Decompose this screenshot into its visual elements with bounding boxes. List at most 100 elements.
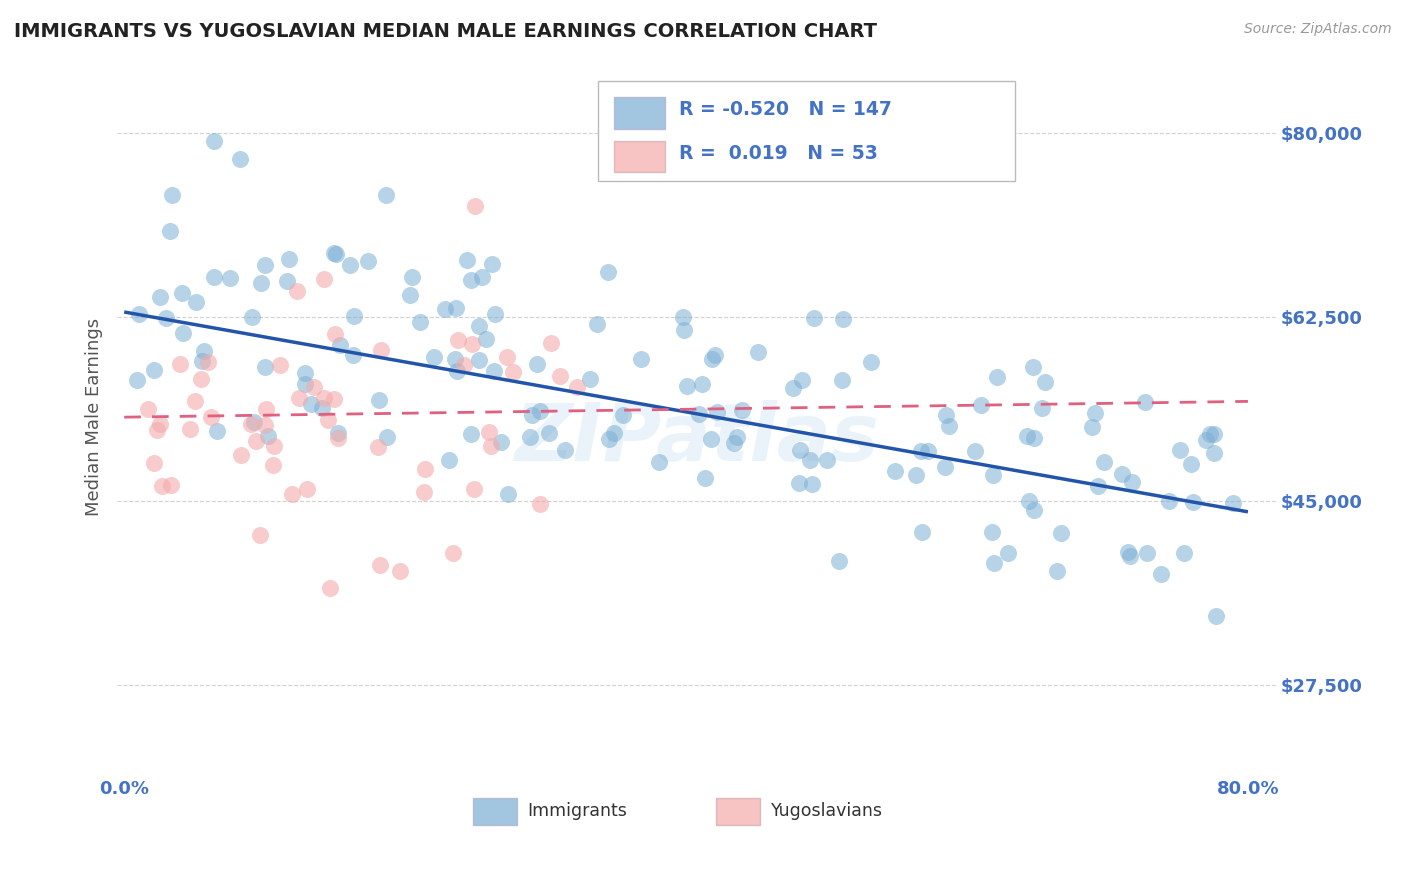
Point xyxy=(800,477,823,491)
Point xyxy=(342,348,364,362)
Point xyxy=(263,439,285,453)
Point xyxy=(460,273,482,287)
Point xyxy=(398,288,420,302)
Point xyxy=(149,290,172,304)
Text: Yugoslavians: Yugoslavians xyxy=(770,802,883,820)
Point xyxy=(312,271,335,285)
Point xyxy=(368,393,391,408)
Point xyxy=(496,351,519,365)
Point xyxy=(190,372,212,386)
Point xyxy=(602,425,624,440)
Point xyxy=(1121,475,1143,490)
FancyBboxPatch shape xyxy=(472,798,517,825)
Point xyxy=(297,482,319,496)
Point xyxy=(934,460,956,475)
Point xyxy=(1119,549,1142,564)
Point xyxy=(143,363,166,377)
Point xyxy=(413,485,436,500)
Point xyxy=(409,315,432,329)
Point xyxy=(467,319,489,334)
Point xyxy=(254,401,277,416)
Point xyxy=(326,431,349,445)
Point xyxy=(502,365,524,379)
Point xyxy=(200,409,222,424)
Point xyxy=(831,373,853,387)
Point xyxy=(249,528,271,542)
Point xyxy=(675,379,697,393)
Point xyxy=(329,338,352,352)
Point xyxy=(787,476,810,491)
Point xyxy=(374,188,396,202)
Point xyxy=(935,408,957,422)
Point xyxy=(1136,546,1159,560)
Point xyxy=(277,252,299,266)
Text: ZIPatlas: ZIPatlas xyxy=(515,400,879,477)
Point xyxy=(1222,496,1244,510)
FancyBboxPatch shape xyxy=(598,81,1015,181)
Point xyxy=(433,301,456,316)
Point xyxy=(388,564,411,578)
Point xyxy=(294,376,316,391)
Point xyxy=(983,556,1005,570)
Point xyxy=(699,432,721,446)
Point xyxy=(905,467,928,482)
FancyBboxPatch shape xyxy=(614,97,665,128)
Point xyxy=(446,301,468,315)
Point xyxy=(170,286,193,301)
Point xyxy=(1031,401,1053,416)
Text: R =  0.019   N = 53: R = 0.019 N = 53 xyxy=(679,145,879,163)
Point xyxy=(136,402,159,417)
Point xyxy=(1084,406,1107,420)
Point xyxy=(155,310,177,325)
Point xyxy=(375,430,398,444)
Point xyxy=(142,456,165,470)
Point xyxy=(554,442,576,457)
Point xyxy=(917,444,939,458)
Point xyxy=(672,310,695,324)
Point xyxy=(963,444,986,458)
Point xyxy=(1081,420,1104,434)
Point xyxy=(149,417,172,431)
Point xyxy=(253,258,276,272)
Text: Source: ZipAtlas.com: Source: ZipAtlas.com xyxy=(1244,22,1392,37)
Point xyxy=(229,152,252,166)
Point xyxy=(938,419,960,434)
Point xyxy=(1198,426,1220,441)
Point xyxy=(1170,442,1192,457)
Point xyxy=(598,265,620,279)
Point xyxy=(526,357,548,371)
Point xyxy=(1049,526,1071,541)
Point xyxy=(1181,494,1204,508)
Point xyxy=(981,524,1004,539)
Point xyxy=(322,392,344,406)
Point xyxy=(219,271,242,285)
Point xyxy=(249,276,271,290)
Point xyxy=(460,426,482,441)
Point xyxy=(314,391,336,405)
Point xyxy=(169,357,191,371)
Point xyxy=(159,224,181,238)
Point xyxy=(567,380,589,394)
Point xyxy=(815,453,838,467)
Point xyxy=(1022,503,1045,517)
Point xyxy=(357,253,380,268)
Point xyxy=(302,380,325,394)
Point xyxy=(520,409,543,423)
Point xyxy=(323,327,346,342)
Point xyxy=(401,269,423,284)
Point xyxy=(243,415,266,429)
Point xyxy=(326,426,349,441)
Point xyxy=(540,336,562,351)
Y-axis label: Median Male Earnings: Median Male Earnings xyxy=(86,318,103,516)
Point xyxy=(1087,479,1109,493)
Point xyxy=(1033,376,1056,390)
Point xyxy=(184,294,207,309)
Point xyxy=(529,497,551,511)
Point xyxy=(630,352,652,367)
Point xyxy=(695,471,717,485)
Point xyxy=(253,418,276,433)
Point xyxy=(586,318,609,332)
Point xyxy=(1173,546,1195,560)
Point xyxy=(256,429,278,443)
Point xyxy=(548,369,571,384)
